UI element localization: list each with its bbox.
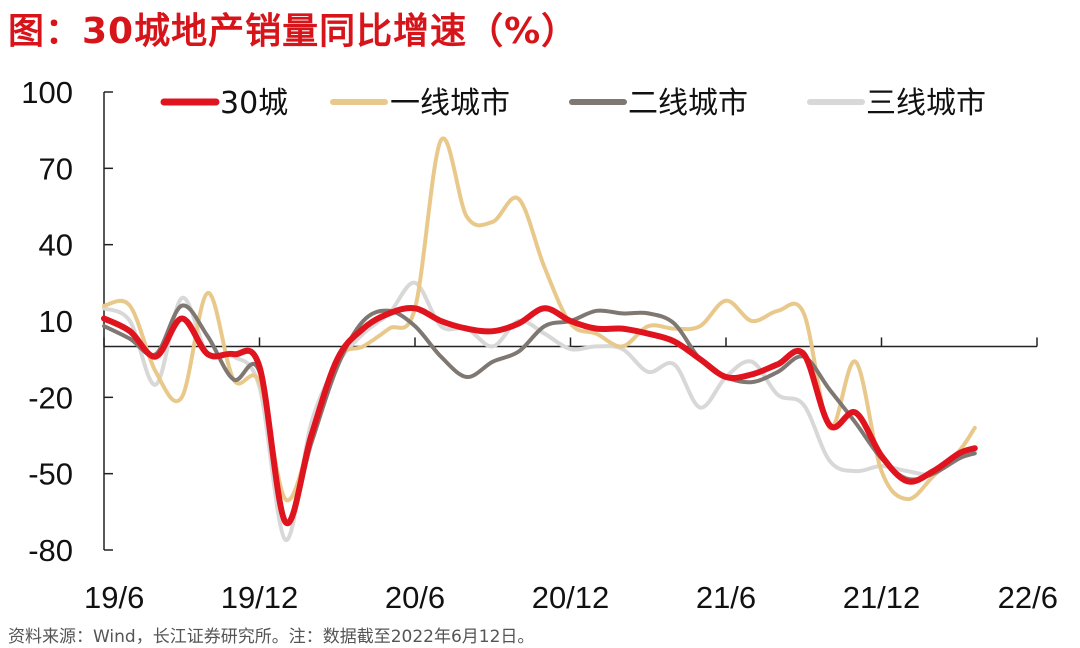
series-line-3	[102, 303, 977, 526]
x-tick-label: 19/12	[221, 580, 299, 615]
chart-series-lines	[101, 136, 978, 542]
x-tick-label: 20/6	[385, 580, 445, 615]
legend-label-1: 30城	[220, 86, 288, 121]
x-tick-label: 19/6	[84, 580, 144, 615]
y-tick-label: -50	[28, 457, 73, 492]
legend-label-2: 一线城市	[390, 86, 510, 121]
x-tick-label: 21/6	[696, 580, 756, 615]
legend-label-4: 三线城市	[866, 86, 986, 121]
y-tick-label: -20	[28, 380, 73, 415]
y-tick-label: -80	[28, 533, 73, 568]
legend-label-3: 二线城市	[628, 86, 748, 121]
x-tick-label: 21/12	[843, 580, 921, 615]
x-tick-label: 20/12	[532, 580, 610, 615]
series-line-2	[102, 136, 977, 503]
y-tick-label: 100	[21, 75, 73, 110]
y-tick-label: 70	[39, 151, 73, 186]
line-chart: 100 70 40 10 -20 -50 -80 19/6 19/12 20/6 20/12 21/6…	[21, 75, 1058, 615]
source-note: 资料来源：Wind，长江证券研究所。注：数据截至2022年6月12日。	[8, 627, 535, 647]
series-line-1	[101, 305, 978, 527]
series-line-4	[102, 280, 977, 542]
chart-tick-labels: 100 70 40 10 -20 -50 -80 19/6 19/12 20/6 20/12 21/6…	[21, 75, 1058, 615]
chart-legend: 30城 一线城市 二线城市 三线城市	[160, 86, 986, 121]
y-tick-label: 10	[39, 304, 73, 339]
chart-axes	[103, 91, 1038, 551]
chart-title: 图：30城地产销量同比增速（%）	[8, 11, 579, 52]
y-tick-label: 40	[39, 228, 73, 263]
x-tick-label: 22/6	[998, 580, 1058, 615]
